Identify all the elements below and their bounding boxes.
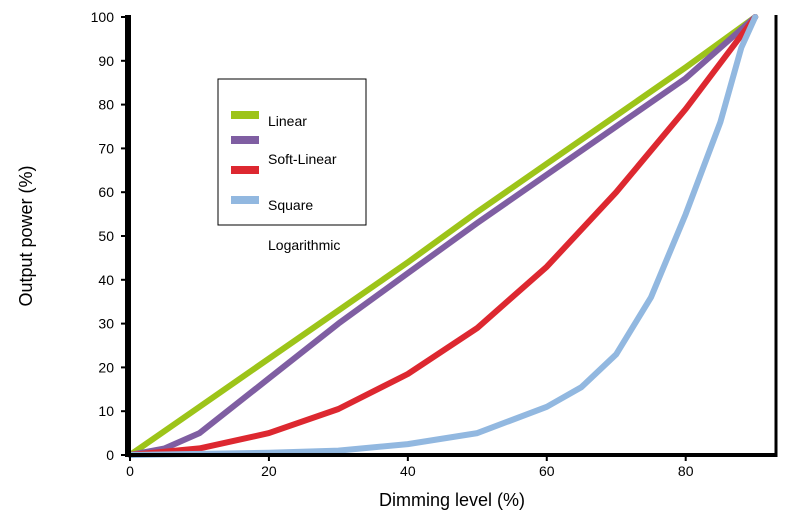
- y-ticks: 0 10 20 30 40 50 60 70 80 90 100: [91, 9, 128, 463]
- legend-label-square: Square: [268, 197, 313, 213]
- series-line-4: [127, 14, 759, 458]
- legend-swatch-4: [231, 196, 259, 204]
- y-tick-label: 80: [98, 97, 114, 113]
- y-tick-label: 0: [106, 447, 114, 463]
- y-axis-title: Output power (%): [16, 165, 36, 306]
- y-tick-label: 70: [98, 140, 114, 156]
- y-tick-label: 100: [91, 9, 115, 25]
- x-ticks: 0 20 40 60 80: [126, 455, 694, 479]
- legend-swatch-3: [231, 166, 259, 174]
- x-axis-title: Dimming level (%): [379, 490, 525, 510]
- series-line-1: [127, 14, 759, 458]
- y-tick-label: 90: [98, 53, 114, 69]
- y-tick-label: 20: [98, 359, 114, 375]
- y-tick-label: 60: [98, 184, 114, 200]
- legend: Linear Soft-Linear Square Logarithmic: [217, 78, 367, 253]
- series-line-3: [127, 14, 759, 458]
- legend-swatch-1: [231, 111, 259, 119]
- y-tick-label: 30: [98, 316, 114, 332]
- x-tick-label: 80: [678, 463, 694, 479]
- y-tick-label: 40: [98, 272, 114, 288]
- legend-label-linear: Linear: [268, 113, 307, 129]
- y-tick-label: 10: [98, 403, 114, 419]
- x-tick-label: 60: [539, 463, 555, 479]
- plot-lines: [127, 14, 759, 458]
- y-tick-label: 50: [98, 228, 114, 244]
- legend-label-logarithmic: Logarithmic: [268, 237, 340, 253]
- x-tick-label: 0: [126, 463, 134, 479]
- x-tick-label: 20: [261, 463, 277, 479]
- legend-label-soft-linear: Soft-Linear: [268, 151, 337, 167]
- series-line-2: [127, 14, 759, 458]
- legend-swatch-2: [231, 136, 259, 144]
- x-tick-label: 40: [400, 463, 416, 479]
